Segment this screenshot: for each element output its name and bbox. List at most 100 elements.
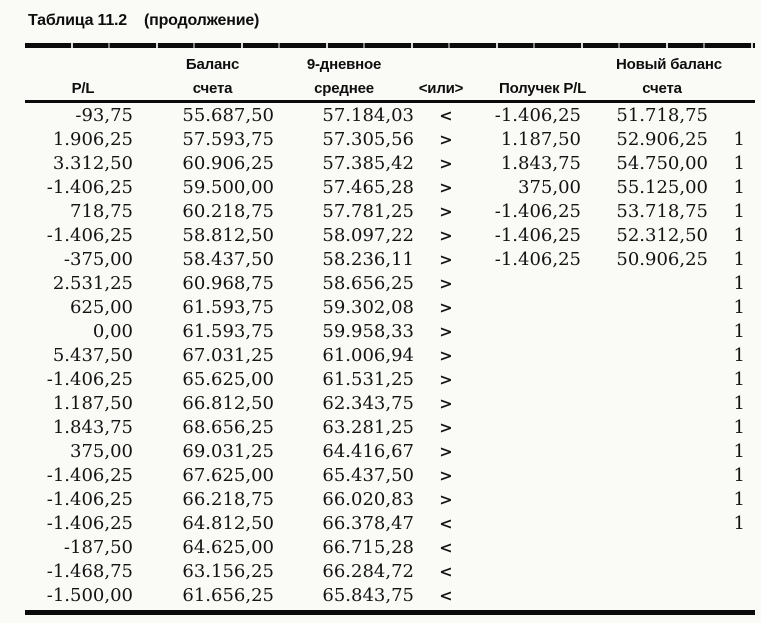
cell-flag (708, 535, 755, 559)
cell-balance: 60.968,75 (182, 272, 274, 294)
cell-avg9: 64.416,67 (322, 440, 414, 462)
cell-new-balance (581, 463, 708, 487)
cell-balance: 58.437,50 (182, 248, 274, 270)
cell-new-balance (581, 559, 708, 583)
cell-pl: -1.406,25 (46, 488, 133, 510)
cell-avg9: 58.236,11 (322, 248, 414, 270)
cell-pl: 375,00 (70, 440, 133, 462)
cell-balance: 60.906,25 (182, 152, 274, 174)
table-body: -93,75 55.687,50 57.184,03 < -1.406,25 51.718… (25, 102, 755, 608)
cell-flag (708, 583, 755, 607)
col-header-or (414, 52, 478, 76)
cell-flag: 1 (733, 152, 745, 174)
cell-or: > (439, 153, 453, 173)
cell-new-balance: 55.125,00 (616, 176, 708, 198)
cell-balance: 61.656,25 (182, 584, 274, 606)
cell-pl: 2.531,25 (52, 272, 133, 294)
cell-avg9: 57.305,56 (322, 128, 414, 150)
cell-received-pl: 1.843,75 (500, 152, 581, 174)
table-row: 2.531,25 60.968,75 58.656,25 >1 (25, 271, 755, 295)
cell-pl: -1.406,25 (46, 512, 133, 534)
cell-received-pl (478, 439, 581, 463)
cell-or: < (439, 585, 453, 605)
col-header-balance: счета (133, 76, 274, 103)
cell-received-pl: -1.406,25 (494, 200, 581, 222)
col-header-received-pl: Получек P/L (478, 76, 586, 103)
cell-pl: 1.187,50 (52, 392, 133, 414)
cell-or: > (439, 369, 453, 389)
cell-or: > (439, 321, 453, 341)
cell-balance: 65.625,00 (182, 368, 274, 390)
cell-balance: 60.218,75 (182, 200, 274, 222)
table-row: -1.406,25 65.625,00 61.531,25 >1 (25, 367, 755, 391)
table-row: -93,75 55.687,50 57.184,03 < -1.406,25 51.718… (25, 102, 755, 128)
table-row: 1.843,75 68.656,25 63.281,25 >1 (25, 415, 755, 439)
cell-or: > (439, 345, 453, 365)
header-row-2: P/L счета среднее <или> Получек P/L счета (25, 76, 755, 103)
cell-avg9: 65.843,75 (322, 584, 414, 606)
cell-new-balance (581, 343, 708, 367)
cell-pl: 718,75 (70, 200, 133, 222)
cell-flag: 1 (733, 128, 745, 150)
col-header-new-balance: счета (581, 76, 708, 103)
table-row: -1.406,25 59.500,00 57.465,28 >375,00 55.125… (25, 175, 755, 199)
cell-balance: 61.593,75 (182, 320, 274, 342)
cell-balance: 64.812,50 (182, 512, 274, 534)
cell-or: > (439, 129, 453, 149)
cell-or: < (439, 105, 453, 125)
cell-flag: 1 (733, 200, 745, 222)
cell-or: < (439, 513, 453, 533)
cell-avg9: 57.385,42 (322, 152, 414, 174)
table-caption: Таблица 11.2 (продолжение) (28, 12, 259, 30)
cell-flag: 1 (733, 440, 745, 462)
cell-new-balance (581, 319, 708, 343)
cell-pl: 1.906,25 (52, 128, 133, 150)
cell-flag (708, 559, 755, 583)
cell-new-balance (581, 487, 708, 511)
cell-new-balance (581, 271, 708, 295)
cell-balance: 59.500,00 (182, 176, 274, 198)
cell-or: > (439, 441, 453, 461)
cell-or: < (439, 561, 453, 581)
table-row: 1.906,25 57.593,75 57.305,56 >1.187,50 52.90… (25, 127, 755, 151)
cell-or: > (439, 273, 453, 293)
cell-flag: 1 (733, 488, 745, 510)
col-header-avg9: среднее (274, 76, 414, 103)
col-header-pl (25, 52, 133, 76)
cell-avg9: 59.302,08 (322, 296, 414, 318)
cell-balance: 63.156,25 (182, 560, 274, 582)
cell-avg9: 59.958,33 (322, 320, 414, 342)
col-header-balance: Баланс (185, 55, 240, 73)
cell-balance: 68.656,25 (182, 416, 274, 438)
cell-received-pl: 375,00 (518, 176, 581, 198)
cell-new-balance: 53.718,75 (616, 200, 708, 222)
cell-received-pl (478, 319, 581, 343)
data-table: Баланс 9-дневное Новый баланс P/L счета сред… (25, 52, 755, 607)
table-row: -1.406,25 58.812,50 58.097,22 > -1.406,25 52.… (25, 223, 755, 247)
cell-flag: 1 (733, 392, 745, 414)
table-row: 3.312,50 60.906,25 57.385,42 >1.843,75 54.75… (25, 151, 755, 175)
cell-flag: 1 (733, 320, 745, 342)
cell-balance: 69.031,25 (182, 440, 274, 462)
table-row: -1.406,25 66.218,75 66.020,83 >1 (25, 487, 755, 511)
cell-flag: 1 (733, 224, 745, 246)
table-row: -1.500,00 61.656,25 65.843,75 < (25, 583, 755, 607)
cell-pl: 625,00 (70, 296, 133, 318)
cell-or: > (439, 225, 453, 245)
col-header-pl: P/L (25, 76, 133, 103)
cell-avg9: 57.465,28 (322, 176, 414, 198)
cell-avg9: 58.097,22 (322, 224, 414, 246)
cell-flag: 1 (733, 296, 745, 318)
cell-new-balance (581, 367, 708, 391)
table-row: 1.187,50 66.812,50 62.343,75 >1 (25, 391, 755, 415)
cell-new-balance: 51.718,75 (616, 104, 708, 126)
cell-new-balance: 50.906,25 (616, 248, 708, 270)
cell-avg9: 57.781,25 (322, 200, 414, 222)
col-header-flag (708, 76, 755, 103)
cell-received-pl (478, 511, 581, 535)
bottom-rule (25, 610, 755, 615)
cell-received-pl: -1.406,25 (494, 224, 581, 246)
cell-flag: 1 (733, 272, 745, 294)
cell-or: > (439, 417, 453, 437)
